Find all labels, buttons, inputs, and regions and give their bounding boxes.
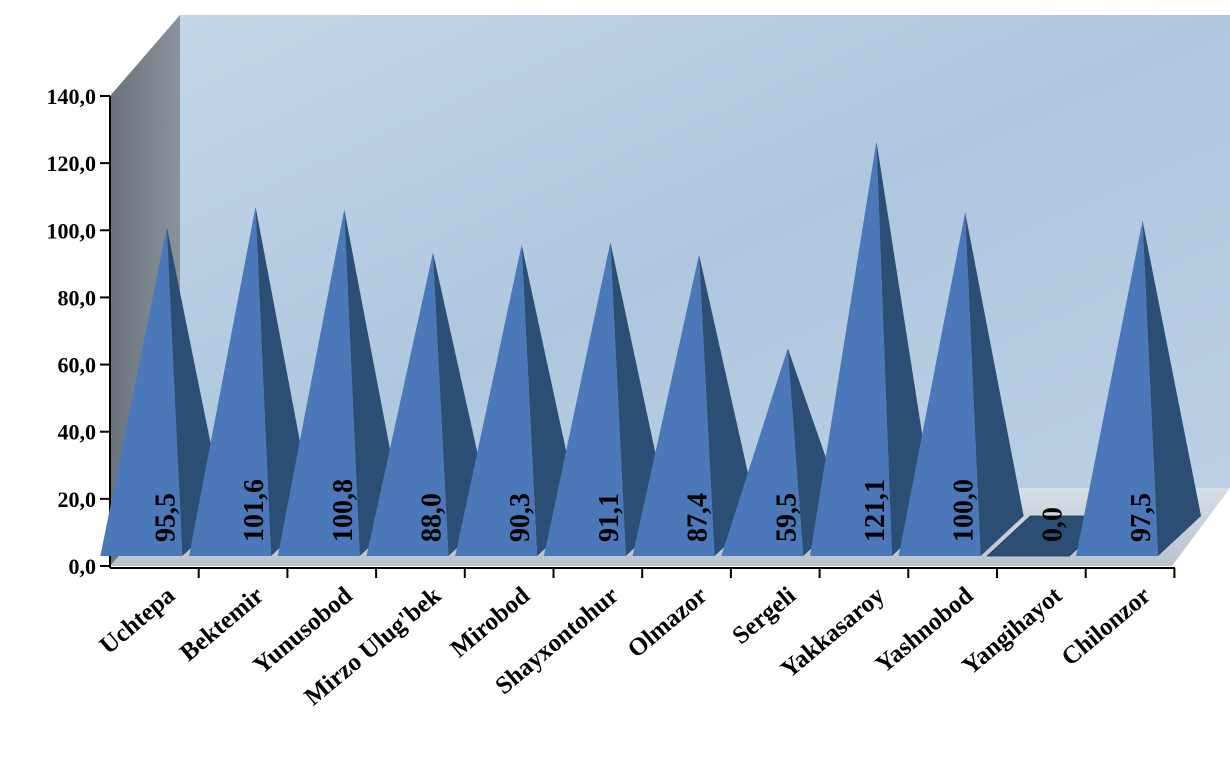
- y-tick-label: 0,0: [69, 554, 97, 579]
- y-tick-label: 80,0: [58, 285, 97, 310]
- x-tick-label: Olmazor: [623, 582, 713, 663]
- pyramid-front-mirzo-ulug-bek: [366, 252, 449, 557]
- data-label: 95,5: [150, 493, 181, 542]
- y-axis-ticks: 0,0 20,0 40,0 60,0 80,0 100,0 120,0 140,0: [47, 84, 110, 579]
- data-label: 97,5: [1126, 493, 1157, 542]
- data-marks: [100, 141, 1202, 557]
- data-label: 121,1: [860, 479, 891, 542]
- pyramid-front-yakkasaroy: [809, 141, 892, 556]
- data-label: 101,6: [239, 479, 270, 542]
- data-labels: 95,5 101,6 100,8 88,0 90,3 91,1 87,4 59,5 121,1 1…: [150, 479, 1157, 542]
- y-tick-label: 20,0: [58, 487, 97, 512]
- data-label: 100,8: [328, 479, 359, 542]
- pyramid-front-bektemir: [189, 206, 272, 556]
- pyramid-front-yashnobod: [898, 212, 981, 557]
- data-label: 100,0: [949, 479, 980, 542]
- x-tick-label: Mirobod: [446, 582, 535, 663]
- pyramid-front-olmazor: [632, 254, 715, 557]
- y-tick-label: 60,0: [58, 353, 97, 378]
- y-tick-label: 40,0: [58, 420, 97, 445]
- pyramid-front-yunusobod: [277, 209, 360, 556]
- y-tick-label: 120,0: [47, 151, 97, 176]
- x-tick-label: Yangihayot: [957, 581, 1067, 680]
- pyramid-front-mirobod: [455, 244, 538, 556]
- data-label: 59,5: [771, 493, 802, 542]
- y-tick-label: 140,0: [47, 84, 97, 109]
- pyramid-side-yashnobod: [965, 212, 1024, 557]
- x-tick-label: Uchtepa: [95, 582, 181, 660]
- data-label: 91,1: [594, 493, 625, 542]
- data-label: 0,0: [1037, 507, 1068, 542]
- pyramid-front-sergeli: [721, 348, 804, 556]
- pyramid-front-shayxontohur: [543, 242, 626, 556]
- pyramid-front-chilonzor: [1076, 220, 1159, 556]
- x-tick-label: Chilonzor: [1057, 582, 1156, 671]
- data-label: 90,3: [505, 493, 536, 542]
- y-tick-label: 100,0: [47, 218, 97, 243]
- data-label: 88,0: [416, 493, 447, 542]
- pyramid-side-chilonzor: [1142, 220, 1202, 556]
- data-label: 87,4: [683, 493, 714, 542]
- pyramid-side-olmazor: [699, 254, 758, 557]
- x-tick-label: Sergeli: [727, 582, 801, 650]
- pyramid-front-uchtepa: [100, 227, 183, 556]
